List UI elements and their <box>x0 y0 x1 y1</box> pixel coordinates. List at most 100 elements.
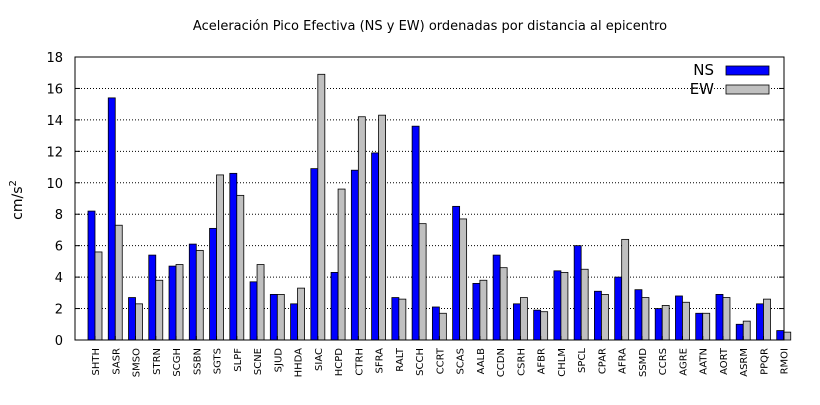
x-category-label: CCDN <box>496 348 507 377</box>
bar-ns <box>533 309 542 341</box>
bar-ew <box>317 73 326 341</box>
x-category-label: SSBN <box>192 348 203 375</box>
x-category-label: AFRA <box>618 348 629 374</box>
bar-ns <box>107 97 116 341</box>
bar-ns <box>452 205 461 341</box>
x-category-label: PPQR <box>759 348 770 375</box>
y-tick-label: 10 <box>46 177 63 192</box>
bar-ns <box>756 303 764 341</box>
x-category-label: SIAC <box>314 348 325 371</box>
bar-ew <box>418 223 427 341</box>
x-category-label: ASRM <box>739 348 750 377</box>
bar-ns <box>229 172 238 341</box>
x-category-label: SCGH <box>172 348 183 377</box>
bar-ns <box>330 271 339 341</box>
legend-label-ns: NS <box>693 61 714 79</box>
x-category-label: CSRH <box>516 348 527 376</box>
x-category-label: SASR <box>111 348 122 375</box>
x-category-label: AATN <box>699 348 710 375</box>
bar-ns <box>431 306 440 341</box>
chart-title: Aceleración Pico Efectiva (NS y EW) orde… <box>193 19 667 34</box>
bar-ns <box>269 294 278 341</box>
y-axis-label: cm/s2 <box>8 180 26 220</box>
x-category-label: SPCL <box>577 348 588 373</box>
x-category-label: SMSO <box>132 348 143 377</box>
x-category-label: SFRA <box>375 348 386 374</box>
bar-ns <box>594 290 602 341</box>
x-category-label: SSMD <box>638 348 649 377</box>
bar-ew <box>722 297 731 341</box>
bar-ew <box>560 271 569 341</box>
bar-ns <box>695 312 704 341</box>
y-tick-label: 16 <box>46 82 63 97</box>
x-category-label: SCNE <box>253 348 264 375</box>
bar-ew <box>742 320 751 341</box>
x-category-label: CHLM <box>557 348 568 377</box>
bar-ew <box>661 305 670 341</box>
x-category-label: SCCH <box>415 348 426 376</box>
legend-label-ew: EW <box>690 80 714 98</box>
x-category-label: SJUD <box>273 348 284 373</box>
bar-ns <box>168 265 177 341</box>
bar-ew <box>580 268 589 341</box>
y-ticks-group: 0 2 4 6 8 10 12 14 16 18 <box>46 51 784 349</box>
bar-ns <box>472 282 481 341</box>
bar-ns <box>148 254 157 341</box>
y-axis-label-base: cm/s <box>10 187 26 220</box>
x-category-label: AFBR <box>537 348 548 374</box>
bar-ew <box>175 264 184 341</box>
bar-ew <box>702 312 711 341</box>
x-category-label: SHTH <box>91 348 102 376</box>
bar-ew <box>297 287 305 341</box>
bar-ns <box>675 295 683 341</box>
bar-ns <box>573 245 582 341</box>
bar-ns <box>249 281 258 341</box>
y-tick-label: 14 <box>46 114 63 129</box>
y-axis-label-exponent: 2 <box>8 180 19 186</box>
x-category-label: HCPD <box>334 348 345 377</box>
bar-ew <box>499 267 508 341</box>
bar-ew <box>256 264 265 341</box>
bar-ew <box>155 279 164 341</box>
bar-ns <box>350 169 359 341</box>
bar-ew <box>236 194 245 341</box>
bar-ew <box>682 301 690 341</box>
bar-ns <box>128 297 136 341</box>
x-category-label: SCAS <box>456 348 467 375</box>
bar-ew <box>216 174 224 341</box>
bar-ns <box>654 308 663 341</box>
bar-ew <box>479 279 488 341</box>
x-category-label: AGRE <box>678 348 689 376</box>
y-tick-label: 8 <box>55 208 63 223</box>
x-category-label: CCRS <box>658 348 669 375</box>
bar-ew <box>783 331 792 341</box>
legend-swatch-ns <box>725 65 770 76</box>
bar-ns <box>290 303 298 341</box>
x-category-label: CCRT <box>435 347 446 374</box>
x-categories-group: SHTH SASR SMSO STRN SCGH SSBN SGTS SLPF SCNE SJUD… <box>91 336 791 377</box>
bars-group <box>87 73 792 341</box>
x-category-label: SLPF <box>233 348 244 372</box>
y-tick-label: 12 <box>46 145 63 160</box>
x-category-label: HHDA <box>294 348 305 378</box>
y-tick-label: 0 <box>55 334 63 349</box>
bar-ew <box>114 224 123 341</box>
bar-ew <box>94 251 103 341</box>
bar-ns <box>310 168 319 341</box>
x-category-label: STRN <box>152 348 163 375</box>
bar-ns <box>776 330 785 341</box>
x-category-label: RMOI <box>780 348 791 374</box>
bar-ew <box>540 311 549 341</box>
x-category-label: AORT <box>719 347 730 375</box>
bar-ns <box>634 289 643 341</box>
bar-ew <box>398 298 407 341</box>
bar-ew <box>459 218 468 341</box>
bar-ns <box>371 152 380 341</box>
bar-ew <box>520 297 528 341</box>
x-category-label: CTRH <box>354 348 365 376</box>
bar-ns <box>209 227 217 341</box>
x-category-label: SGTS <box>213 348 224 374</box>
bar-ew <box>135 303 143 341</box>
